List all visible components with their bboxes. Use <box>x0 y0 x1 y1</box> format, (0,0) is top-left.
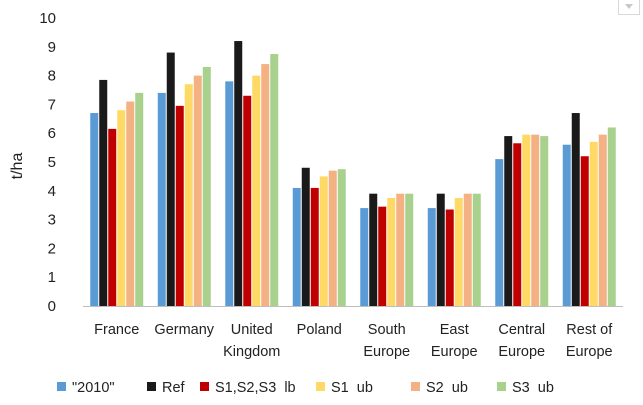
y-tick-label: 2 <box>48 240 56 257</box>
bar <box>292 187 301 306</box>
x-category-label: France <box>94 322 139 338</box>
y-tick-label: 10 <box>39 10 56 27</box>
legend-label: S3 ub <box>512 380 554 396</box>
x-category-label: United <box>231 322 273 338</box>
bar <box>261 64 270 306</box>
bar <box>301 167 310 306</box>
x-category-label: Germany <box>154 322 214 338</box>
legend-label: S1 ub <box>331 380 373 396</box>
legend-label: Ref <box>162 380 186 396</box>
bar <box>495 159 504 306</box>
legend-swatch <box>316 382 325 391</box>
bar <box>463 193 472 306</box>
legend-swatch <box>200 382 209 391</box>
bar <box>184 84 193 307</box>
bar <box>193 75 202 306</box>
bar <box>598 134 607 306</box>
y-tick-label: 0 <box>48 298 56 315</box>
x-category-label: Rest of <box>566 322 613 338</box>
bar <box>445 209 454 306</box>
bar <box>580 156 589 306</box>
bar <box>319 176 328 306</box>
x-axis-labels: France Germany United Kingdom Poland South Eur… <box>94 322 613 360</box>
bar <box>202 66 211 307</box>
bar <box>378 206 387 306</box>
legend-swatch <box>57 382 66 391</box>
y-tick-label: 3 <box>48 212 56 229</box>
bar <box>117 110 126 306</box>
legend-swatch <box>497 382 506 391</box>
bar <box>157 92 166 306</box>
y-axis: 0 1 2 3 4 5 6 7 8 9 10 <box>39 10 56 315</box>
bar <box>360 208 369 306</box>
bar <box>328 170 337 306</box>
bar <box>513 143 522 306</box>
x-category-label: Europe <box>498 344 545 360</box>
bar <box>589 141 598 306</box>
bar <box>243 95 252 306</box>
legend-label: S2 ub <box>426 380 468 396</box>
bar <box>90 113 99 306</box>
bar <box>166 52 175 307</box>
legend-swatch <box>147 382 156 391</box>
bar <box>531 134 540 306</box>
bar <box>369 193 378 306</box>
y-tick-label: 4 <box>48 183 56 200</box>
bar <box>504 136 513 306</box>
x-category-label: Europe <box>363 344 410 360</box>
bar <box>252 75 261 306</box>
y-tick-label: 9 <box>48 39 56 56</box>
x-category-label: Europe <box>431 344 478 360</box>
bar <box>99 79 108 306</box>
bar <box>427 208 436 306</box>
bar <box>310 187 319 306</box>
chevron-down-icon <box>625 4 633 9</box>
y-tick-label: 1 <box>48 269 56 286</box>
x-category-label: Poland <box>297 322 342 338</box>
bar <box>234 41 243 306</box>
bar <box>175 105 184 306</box>
bar <box>540 136 549 306</box>
x-category-label: Central <box>498 322 545 338</box>
bar <box>337 169 346 306</box>
bar <box>126 101 135 307</box>
dropdown-corner[interactable] <box>618 0 640 15</box>
bar <box>108 128 117 306</box>
bar <box>135 92 144 306</box>
bar <box>454 198 463 306</box>
bar <box>607 127 616 306</box>
y-axis-title: t/ha <box>9 153 26 180</box>
y-tick-label: 5 <box>48 154 56 171</box>
y-tick-label: 6 <box>48 125 56 142</box>
bar <box>225 81 234 306</box>
legend: "2010" Ref S1,S2,S3 lb S1 ub S2 ub S3 ub <box>57 380 554 396</box>
bars <box>90 41 616 307</box>
bar <box>436 193 445 306</box>
legend-label: S1,S2,S3 lb <box>215 380 296 396</box>
x-category-label: Europe <box>566 344 613 360</box>
bar <box>522 134 531 306</box>
x-category-label: East <box>440 322 469 338</box>
bar <box>571 113 580 306</box>
legend-swatch <box>411 382 420 391</box>
bar <box>387 198 396 306</box>
bar <box>405 193 414 306</box>
x-category-label: Kingdom <box>223 344 280 360</box>
y-tick-label: 7 <box>48 96 56 113</box>
x-category-label: South <box>368 322 406 338</box>
bar <box>472 193 481 306</box>
bar <box>562 144 571 306</box>
bar <box>270 54 279 306</box>
legend-label: "2010" <box>72 380 115 396</box>
bar <box>396 193 405 306</box>
y-tick-label: 8 <box>48 68 56 85</box>
